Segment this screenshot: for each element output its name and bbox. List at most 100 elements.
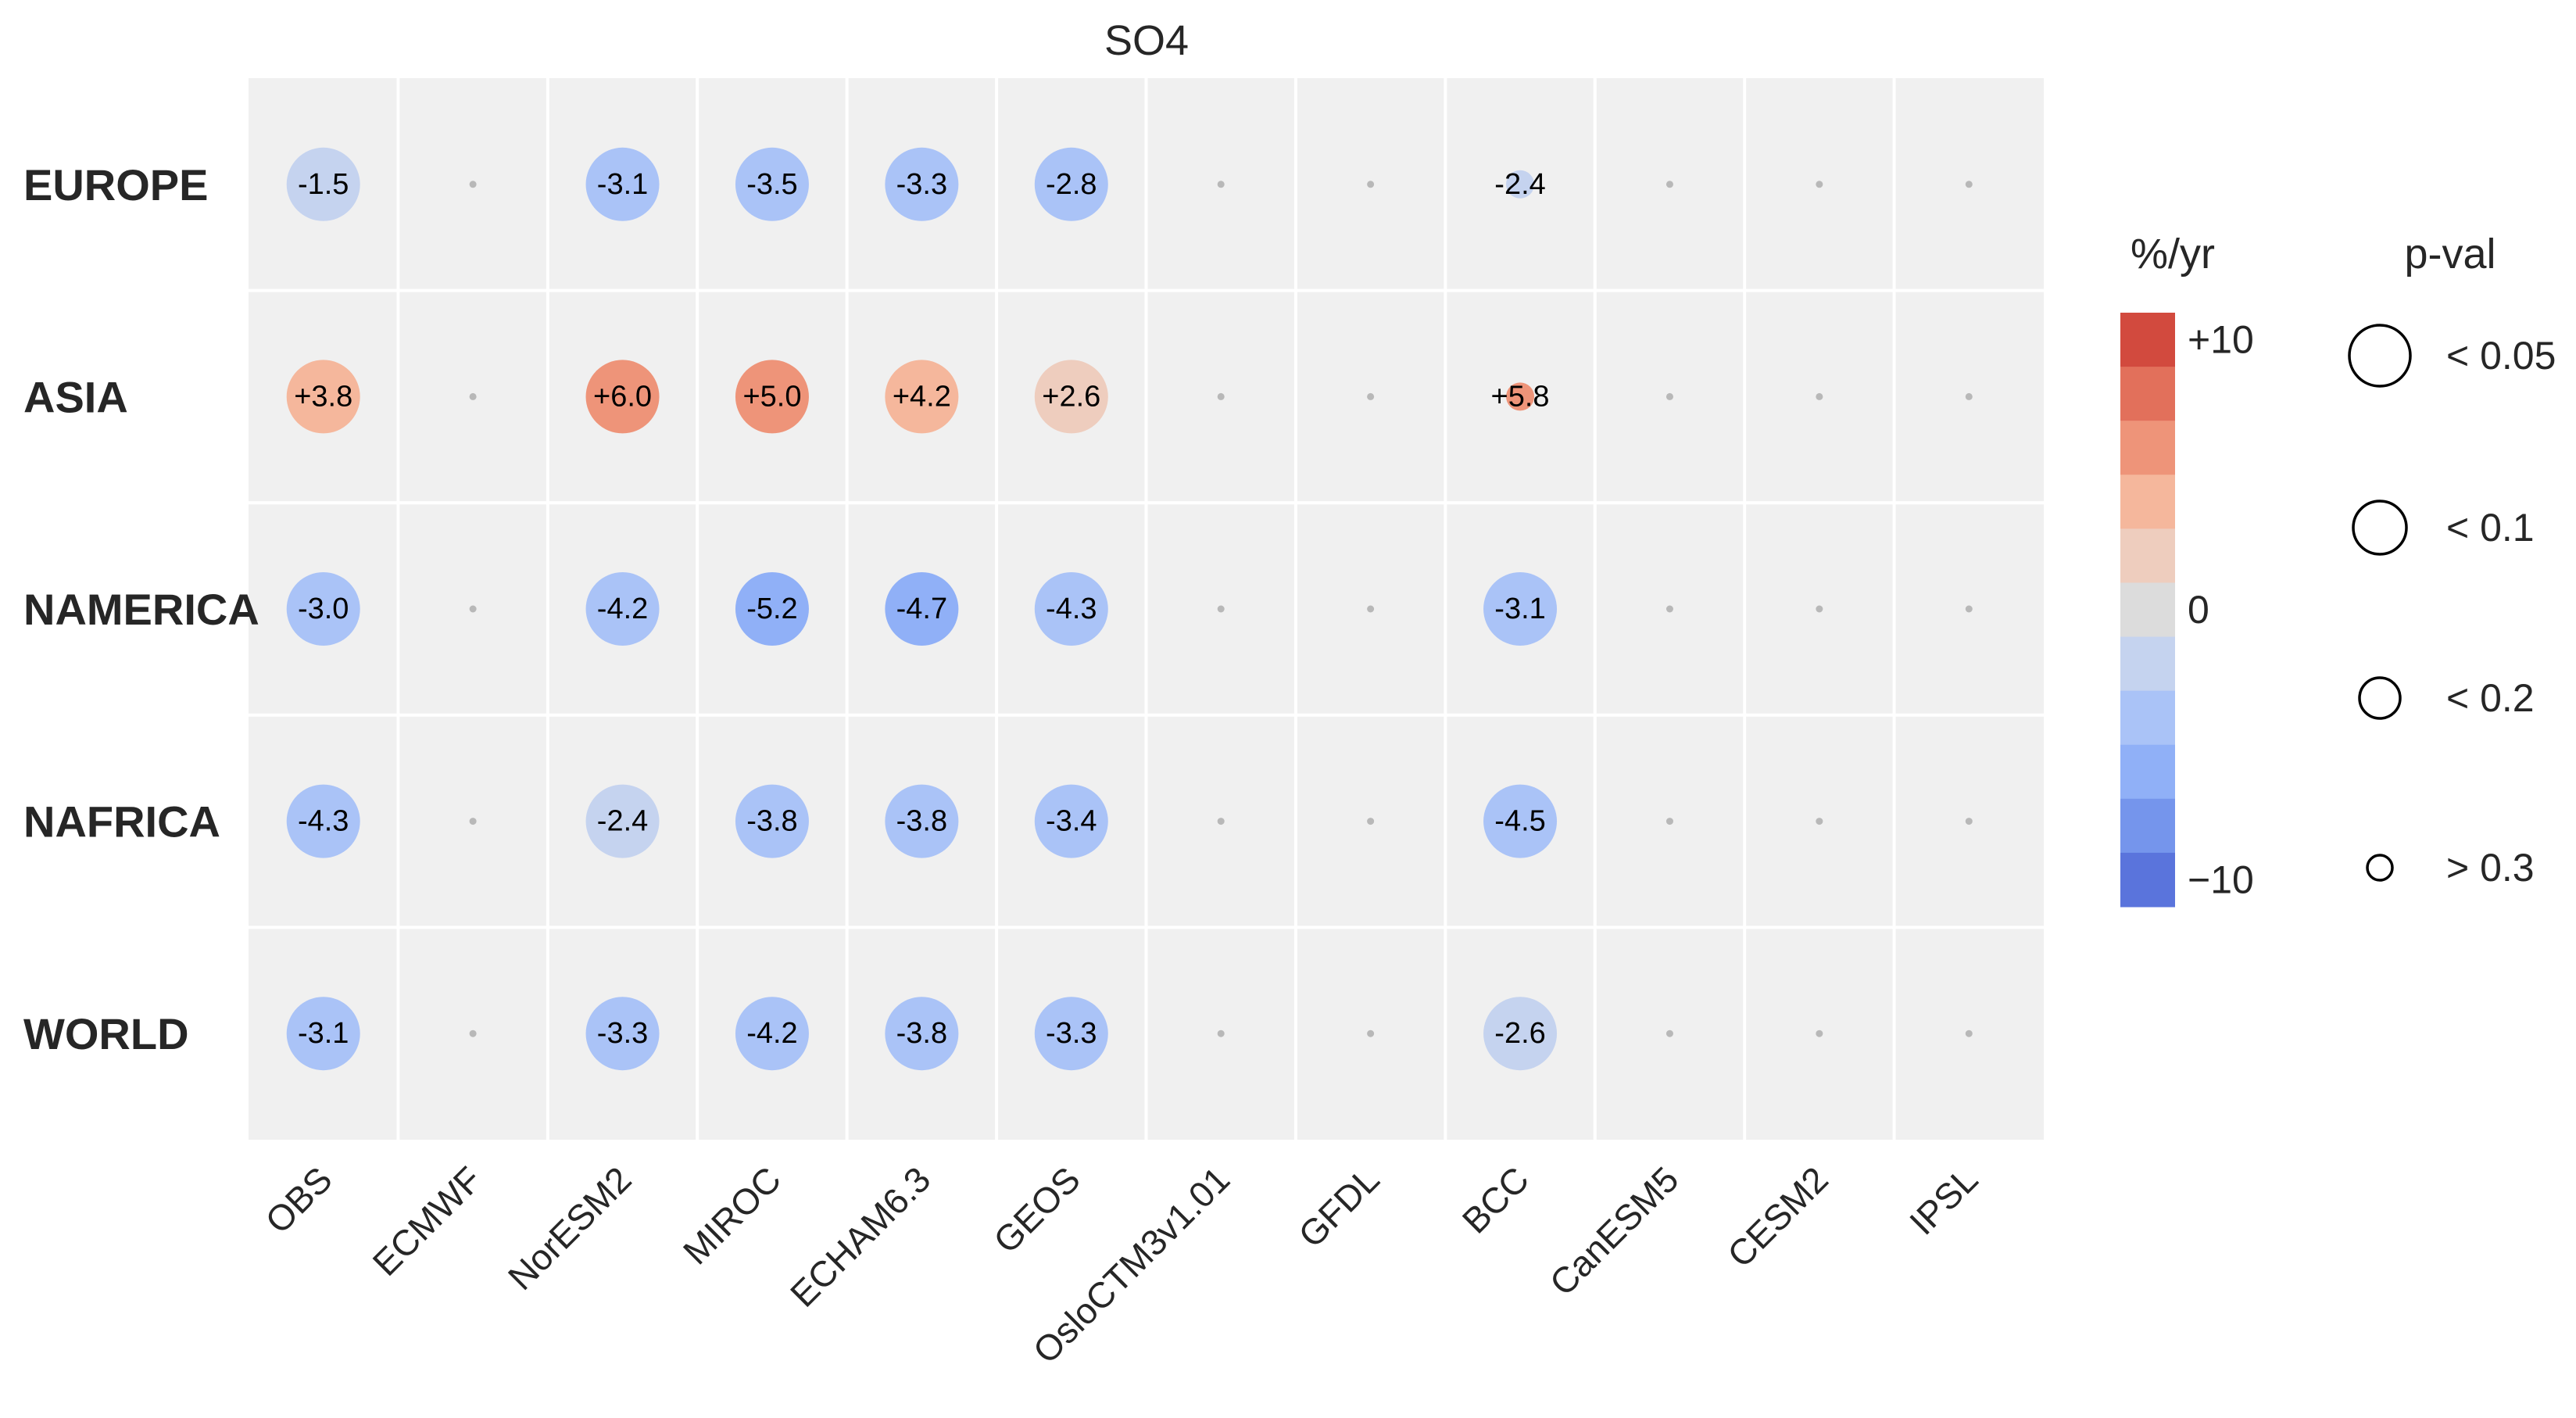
value-label: -4.3 [298,805,349,838]
value-label: +2.6 [1042,380,1100,413]
empty-cell-dot [1816,818,1823,825]
plot-area: -1.5 -3.1 -3.5 -3.3 -2.8 -2.4 +3.8 +6.0 +5.0 +4.2… [249,78,2044,1140]
pval-legend-marker [2358,676,2402,720]
pval-legend-label: < 0.05 [2446,334,2556,378]
empty-cell-dot [1816,392,1823,400]
value-marker [585,360,660,434]
empty-cell-dot [1665,1029,1673,1037]
column-label: MIROC [675,1158,789,1272]
value-marker [885,147,959,221]
empty-cell-dot [469,1029,477,1037]
value-label: -4.7 [896,593,947,625]
colorbar-segment [2120,690,2175,746]
value-marker [1483,997,1558,1071]
value-label: -3.3 [896,168,947,201]
empty-cell-dot [1367,392,1375,400]
value-marker [735,784,809,858]
empty-cell-dot [1217,392,1225,400]
colorbar-segment [2120,636,2175,692]
value-marker [735,360,809,434]
empty-cell-dot [469,605,477,613]
value-marker [735,147,809,221]
colorbar-tick-label: 0 [2188,588,2209,632]
value-marker [1483,784,1558,858]
row-label: ASIA [23,372,128,421]
empty-cell-dot [1816,1029,1823,1037]
value-marker [585,997,660,1071]
column-label: IPSL [1902,1158,1985,1242]
value-marker [286,147,360,221]
value-marker [735,572,809,646]
empty-cell-dot [1665,605,1673,613]
value-marker [735,997,809,1071]
empty-cell-dot [1665,181,1673,188]
value-marker [1034,147,1108,221]
empty-cell-dot [469,392,477,400]
value-label: -2.6 [1494,1017,1545,1050]
row-label: NAMERICA [23,585,259,634]
colorbar-segment [2120,474,2175,529]
colorbar-tick-label: −10 [2188,858,2254,901]
value-label: +5.0 [742,380,801,413]
value-label: +3.8 [294,380,352,413]
value-label: -3.0 [298,593,349,625]
value-label: -1.5 [298,168,349,201]
column-label: OBS [257,1158,339,1241]
colorbar: %/yr +10 0 −10 [2120,231,2254,908]
empty-cell-dot [1217,181,1225,188]
value-marker [1034,997,1108,1071]
empty-cell-dot [1217,605,1225,613]
value-marker [585,572,660,646]
value-label: -2.4 [597,805,648,838]
empty-cell-dot [1217,818,1225,825]
empty-cell-dot [1816,605,1823,613]
value-label: -3.1 [597,168,648,201]
chart-title: SO4 [1104,17,1189,64]
value-marker [1034,360,1108,434]
empty-cell-dot [469,181,477,188]
colorbar-segment [2120,852,2175,908]
value-marker [1034,572,1108,646]
colorbar-title: %/yr [2131,231,2215,278]
colorbar-segment [2120,367,2175,421]
colorbar-segment [2120,421,2175,475]
value-label: -3.8 [896,805,947,838]
empty-cell-dot [1965,181,1973,188]
row-label: EUROPE [23,160,209,209]
value-marker [585,784,660,858]
pval-legend-marker [2348,324,2412,388]
empty-cell-dot [1965,605,1973,613]
value-label: -2.8 [1046,168,1097,201]
colorbar-segment [2120,582,2175,638]
column-label: CanESM5 [1542,1158,1687,1303]
row-label: NAFRICA [23,797,220,847]
column-label: CESM2 [1719,1158,1836,1275]
value-label: -5.2 [746,593,797,625]
value-label: +5.8 [1491,380,1550,413]
pval-legend-label: < 0.2 [2446,676,2535,720]
value-label: +6.0 [593,380,652,413]
colorbar-segment [2120,744,2175,800]
empty-cell-dot [1816,181,1823,188]
value-label: -4.2 [746,1017,797,1050]
value-marker [1506,170,1535,199]
empty-cell-dot [1367,605,1375,613]
value-marker [885,572,959,646]
empty-cell-dot [1367,818,1375,825]
pval-legend-marker [2352,500,2408,556]
empty-cell-dot [1965,818,1973,825]
colorbar-segment [2120,798,2175,854]
value-label: -4.3 [1046,593,1097,625]
empty-cell-dot [1965,1029,1973,1037]
value-label: -3.8 [896,1017,947,1050]
value-label: -4.2 [597,593,648,625]
column-label: GEOS [986,1158,1088,1261]
value-label: -3.8 [746,805,797,838]
value-marker [1034,784,1108,858]
pval-legend-label: > 0.3 [2446,846,2535,890]
empty-cell-dot [1665,818,1673,825]
value-marker [286,360,360,434]
colorbar-tick-label: +10 [2188,318,2254,362]
